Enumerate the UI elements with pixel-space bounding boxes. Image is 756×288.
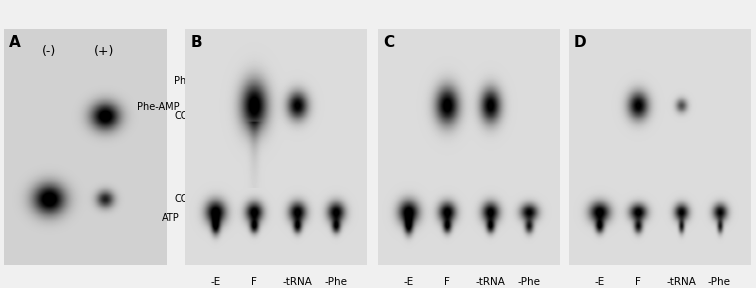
Text: -E: -E	[404, 277, 414, 287]
Text: B: B	[191, 35, 203, 50]
Text: F: F	[251, 277, 257, 287]
Text: -E: -E	[594, 277, 605, 287]
Text: -Phe: -Phe	[708, 277, 730, 287]
Text: C: C	[383, 35, 395, 50]
Text: -tRNA: -tRNA	[666, 277, 696, 287]
Text: -Phe: -Phe	[324, 277, 347, 287]
Text: Phe-AMP: Phe-AMP	[137, 102, 180, 112]
Text: -E: -E	[211, 277, 222, 287]
Text: A: A	[8, 35, 20, 50]
Text: ATP: ATP	[162, 213, 180, 223]
Text: -tRNA: -tRNA	[476, 277, 506, 287]
Text: CCACCA: CCACCA	[175, 194, 215, 204]
Text: F: F	[444, 277, 450, 287]
Text: -tRNA: -tRNA	[283, 277, 313, 287]
Text: F: F	[634, 277, 640, 287]
Text: D: D	[574, 35, 587, 50]
Text: (-): (-)	[42, 45, 57, 58]
Text: -Phe: -Phe	[517, 277, 540, 287]
Text: (+): (+)	[94, 45, 115, 58]
Text: CCACCA-Phe: CCACCA-Phe	[175, 111, 236, 121]
Text: Phe-AMP: Phe-AMP	[175, 76, 217, 86]
